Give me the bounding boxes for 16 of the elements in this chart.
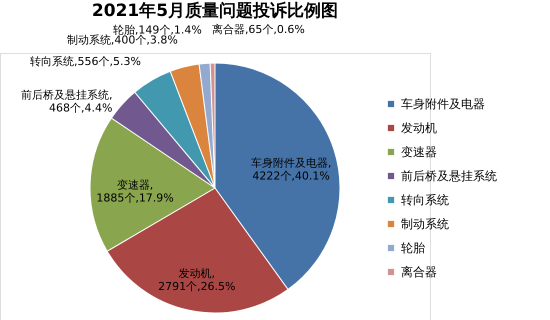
data-label: 变速器,1885个,17.9% bbox=[96, 178, 174, 204]
data-label: 转向系统,556个,5.3% bbox=[30, 55, 141, 68]
legend-label: 制动系统 bbox=[401, 217, 449, 231]
chart-title: 2021年5月质量问题投诉比例图 bbox=[92, 1, 338, 22]
legend-label: 车身附件及电器 bbox=[401, 97, 485, 111]
legend-label: 变速器 bbox=[401, 145, 437, 159]
data-label: 制动系统,400个,3.8% bbox=[66, 34, 178, 47]
data-label: 发动机,2791个,26.5% bbox=[158, 267, 236, 294]
data-label: 离合器,65个,0.6% bbox=[212, 23, 305, 36]
legend-label: 发动机 bbox=[401, 121, 437, 135]
data-label: 车身附件及电器,4222个,40.1% bbox=[250, 156, 332, 182]
legend-label: 轮胎 bbox=[401, 241, 425, 255]
data-label: 前后桥及悬挂系统,468个,4.4% bbox=[20, 88, 112, 115]
legend-label: 转向系统 bbox=[401, 193, 449, 207]
legend-label: 离合器 bbox=[401, 265, 437, 279]
legend-label: 前后桥及悬挂系统 bbox=[401, 169, 497, 183]
